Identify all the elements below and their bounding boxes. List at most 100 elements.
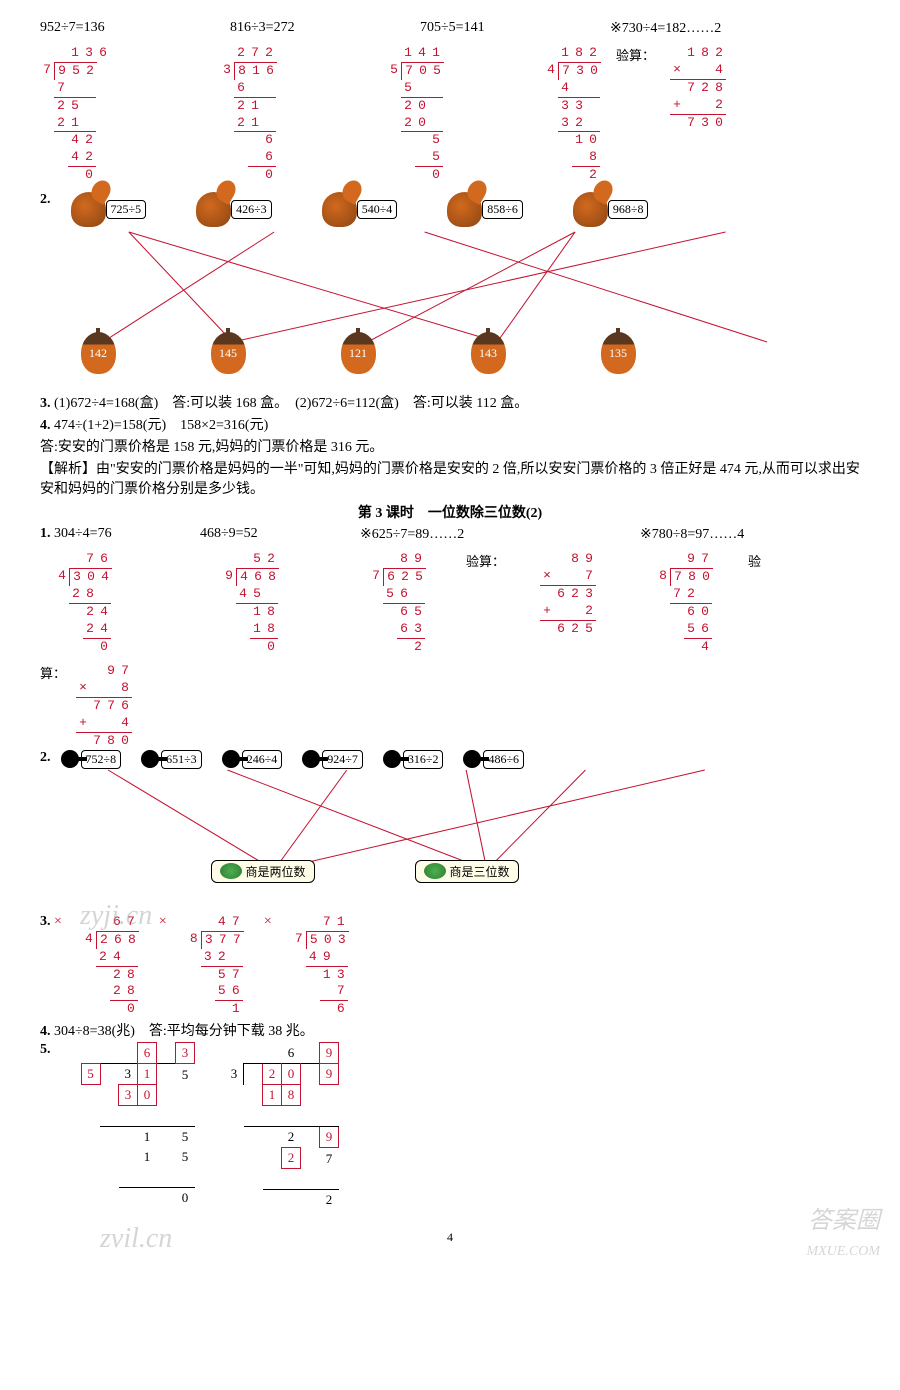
acorn-item: 142 xyxy=(81,332,116,374)
equation-text: 816÷3=272 xyxy=(230,20,390,36)
squirrel-item: 968÷8 xyxy=(573,192,649,227)
division-tag: 426÷3 xyxy=(231,200,272,219)
problem-number: 2. xyxy=(40,192,51,390)
division-tag: 725÷5 xyxy=(106,200,147,219)
division-tag: 968÷8 xyxy=(608,200,649,219)
match-diagram-2: 752÷8 651÷3 246÷4 924÷7 316÷2 486÷6 商是两位… xyxy=(51,750,861,910)
key-icon xyxy=(141,750,159,768)
squirrel-icon xyxy=(573,192,608,227)
section-title: 第 3 课时 一位数除三位数(2) xyxy=(40,502,860,522)
problem-number: 3. xyxy=(40,396,51,411)
problem-number: 4. xyxy=(40,418,51,433)
division-tag: 858÷6 xyxy=(482,200,523,219)
equation-text: 304÷4=76 xyxy=(54,526,112,541)
s1-verify1: 89 ×7 623 +2 625 xyxy=(540,551,596,637)
eq-block-3: 705÷5=141 xyxy=(420,20,580,37)
mark-x: × xyxy=(264,914,272,930)
key-icon xyxy=(463,750,481,768)
frog-item: 商是两位数 xyxy=(211,860,315,883)
key-item: 924÷7 xyxy=(302,750,363,769)
s5-row: 5. 63 5315 30 15 15 0 69 3209 18 29 27 2 xyxy=(40,1042,860,1210)
s1-verify2: 97 ×8 776 +4 780 xyxy=(76,663,132,749)
eq-block-2: 816÷3=272 xyxy=(230,20,390,37)
squirrel-icon xyxy=(196,192,231,227)
division-tag: 540÷4 xyxy=(357,200,398,219)
squirrel-item: 725÷5 xyxy=(71,192,147,227)
acorn-item: 135 xyxy=(601,332,636,374)
s3-ld1: 67 4268 24 28 28 0 xyxy=(82,914,139,1018)
squirrel-icon xyxy=(71,192,106,227)
key-icon xyxy=(383,750,401,768)
s3-row: 3. × 67 4268 24 28 28 0 × 47 8377 32 57 … xyxy=(40,914,860,1018)
mark-x: × xyxy=(159,914,167,930)
s1-longdivs: 76 4304 28 24 24 0 52 9468 45 18 18 0 89… xyxy=(40,551,860,655)
squirrel-row: 725÷5 426÷3 540÷4 858÷6 968÷8 xyxy=(51,192,881,227)
key-item: 316÷2 xyxy=(383,750,444,769)
squirrel-icon xyxy=(322,192,357,227)
longdiv-3: 141 5705 5 20 20 5 5 0 xyxy=(387,45,444,184)
verify-label-2: 验 xyxy=(748,551,761,570)
equation-text: ※730÷4=182……2 xyxy=(610,20,830,37)
s1-equations: 1. 304÷4=76 468÷9=52 ※625÷7=89……2 ※780÷8… xyxy=(40,526,860,543)
longdiv-row-1: 136 7952 7 25 21 42 42 0 272 3816 6 21 2… xyxy=(40,45,860,184)
s1-ld3: 89 7625 56 65 63 2 xyxy=(369,551,426,655)
page-number: 4 xyxy=(40,1230,860,1245)
equation-text: 952÷7=136 xyxy=(40,20,200,36)
problem-number: 5. xyxy=(40,1042,51,1058)
frog-item: 商是三位数 xyxy=(415,860,519,883)
answer-text: 474÷(1+2)=158(元) 158×2=316(元) xyxy=(54,418,268,433)
s3-ld3: 71 7503 49 13 7 6 xyxy=(292,914,349,1018)
problem-number: 2. xyxy=(40,750,51,914)
key-icon xyxy=(222,750,240,768)
longdiv-2: 272 3816 6 21 21 6 6 0 xyxy=(220,45,277,184)
problem-number: 1. xyxy=(40,526,51,541)
acorn-item: 121 xyxy=(341,332,376,374)
equation-text: ※625÷7=89……2 xyxy=(360,526,540,543)
key-icon xyxy=(61,750,79,768)
key-item: 752÷8 xyxy=(61,750,122,769)
division-tag: 924÷7 xyxy=(322,750,363,769)
s1-ld2: 52 9468 45 18 18 0 xyxy=(222,551,279,655)
answer-text: 304÷8=38(兆) 答:平均每分钟下载 38 兆。 xyxy=(54,1024,314,1039)
acorn-item: 143 xyxy=(471,332,506,374)
verify-label: 验算： xyxy=(616,45,655,64)
verify-label-3: 算： xyxy=(40,663,66,682)
longdiv-4-verify: 182 4730 4 33 32 10 8 2 验算： 182 ×4 728 +… xyxy=(544,45,726,184)
question-4-line1: 4. 474÷(1+2)=158(元) 158×2=316(元) xyxy=(40,414,860,434)
eq-block-1: 952÷7=136 xyxy=(40,20,200,37)
mark-x: × xyxy=(54,914,62,929)
key-row: 752÷8 651÷3 246÷4 924÷7 316÷2 486÷6 xyxy=(51,750,871,769)
division-tag: 246÷4 xyxy=(242,750,283,769)
s5-puzzle-1: 63 5315 30 15 15 0 xyxy=(81,1042,196,1208)
verify-calc-1: 182 ×4 728 +2 730 xyxy=(670,45,726,184)
s3-ld2: 47 8377 32 57 56 1 xyxy=(187,914,244,1018)
squirrel-item: 858÷6 xyxy=(447,192,523,227)
division-tag: 651÷3 xyxy=(161,750,202,769)
s1-verify2-row: 算： 97 ×8 776 +4 780 xyxy=(40,663,860,749)
question-4-line3: 【解析】由"安安的门票价格是妈妈的一半"可知,妈妈的门票价格是安安的 2 倍,所… xyxy=(40,458,860,498)
equation-text: ※780÷8=97……4 xyxy=(640,526,820,543)
key-item: 651÷3 xyxy=(141,750,202,769)
s1-ld1: 76 4304 28 24 24 0 xyxy=(55,551,112,655)
problem-number: 4. xyxy=(40,1024,51,1039)
squirrel-item: 540÷4 xyxy=(322,192,398,227)
equation-text: 468÷9=52 xyxy=(200,526,330,543)
top-equations: 952÷7=136 816÷3=272 705÷5=141 ※730÷4=182… xyxy=(40,20,860,37)
verify-block-1: 验算： xyxy=(616,45,655,184)
squirrel-icon xyxy=(447,192,482,227)
key-item: 246÷4 xyxy=(222,750,283,769)
problem-number: 3. xyxy=(40,914,51,929)
longdiv-1: 136 7952 7 25 21 42 42 0 xyxy=(40,45,110,184)
squirrel-item: 426÷3 xyxy=(196,192,272,227)
division-tag: 486÷6 xyxy=(483,750,524,769)
frog-row: 商是两位数 商是三位数 xyxy=(51,860,900,883)
watermark-4: MXUE.COM xyxy=(807,1244,881,1260)
question-2-row: 2. 725÷5 426÷3 540÷4 858÷6 968÷8 142 145… xyxy=(40,192,860,390)
match-lines-svg-2 xyxy=(51,750,861,910)
question-3: 3. (1)672÷4=168(盒) 答:可以装 168 盒。 (2)672÷6… xyxy=(40,392,860,412)
verify-label-col: 验算： xyxy=(466,551,505,570)
s4-row: 4. 304÷8=38(兆) 答:平均每分钟下载 38 兆。 xyxy=(40,1020,860,1040)
eq-block-4: ※730÷4=182……2 xyxy=(610,20,830,37)
frog-icon xyxy=(220,863,242,879)
s1-ld4: 97 8780 72 60 56 4 xyxy=(656,551,713,655)
